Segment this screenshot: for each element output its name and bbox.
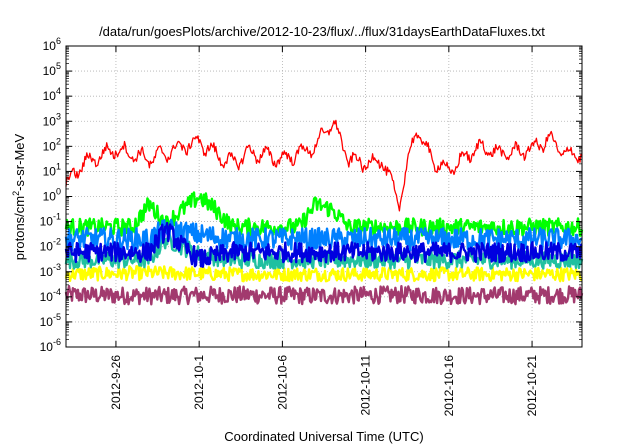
y-ticks: 10-610-510-410-310-210-11001011021031041…	[40, 36, 582, 354]
x-tick-label: 2012-10-21	[525, 355, 539, 417]
y-tick-label-base: 10	[43, 89, 57, 103]
y-tick-label: 10-4	[40, 287, 61, 304]
y-axis-label-base: protons/cm	[12, 196, 27, 260]
y-tick-label: 10-1	[40, 212, 61, 229]
y-tick-label-exp: 2	[56, 136, 61, 146]
y-tick-label: 10-5	[40, 312, 61, 329]
series-group	[64, 119, 584, 306]
y-tick-label-exp: -6	[53, 337, 61, 347]
y-tick-label-exp: -5	[53, 312, 61, 322]
y-tick-label-base: 10	[43, 139, 57, 153]
y-tick-label: 106	[43, 36, 61, 53]
series-line-4	[64, 218, 583, 252]
y-tick-label-exp: 3	[56, 111, 61, 121]
y-tick-label-exp: 1	[56, 161, 61, 171]
y-tick-label-base: 10	[43, 114, 57, 128]
series-line-1	[64, 265, 583, 283]
y-tick-label-exp: 5	[56, 61, 61, 71]
y-tick-label-exp: -3	[53, 262, 61, 272]
y-tick-label-exp: -4	[53, 287, 61, 297]
x-axis-label: Coordinated Universal Time (UTC)	[224, 429, 423, 444]
series-line-0	[64, 285, 584, 306]
y-tick-label-base: 10	[43, 164, 57, 178]
y-tick-label: 104	[43, 86, 61, 103]
y-tick-label-base: 10	[40, 215, 54, 229]
y-tick-label: 102	[43, 136, 61, 153]
y-tick-label: 10-3	[40, 262, 61, 279]
y-tick-label-exp: 0	[56, 187, 61, 197]
y-tick-label: 105	[43, 61, 61, 78]
y-tick-label: 101	[43, 161, 61, 178]
y-tick-label: 103	[43, 111, 61, 128]
y-tick-label-base: 10	[40, 315, 54, 329]
y-tick-label-exp: -1	[53, 212, 61, 222]
series-line-3	[64, 191, 584, 238]
y-tick-label-exp: 4	[56, 86, 61, 96]
x-tick-label: 2012-10-1	[192, 355, 206, 410]
y-tick-label-base: 10	[43, 190, 57, 204]
y-tick-label-base: 10	[40, 290, 54, 304]
y-tick-label-base: 10	[43, 64, 57, 78]
x-tick-label: 2012-10-6	[275, 355, 289, 410]
y-tick-label: 10-2	[40, 237, 61, 254]
y-axis-label: protons/cm2-s-sr-MeV	[11, 133, 27, 260]
x-tick-label: 2012-10-11	[359, 355, 373, 416]
y-tick-label-base: 10	[40, 265, 54, 279]
y-tick-label: 10-6	[40, 337, 61, 354]
x-tick-label: 2012-10-16	[442, 355, 456, 417]
x-ticks: 2012-9-26 2012-10-1 2012-10-6 2012-10-11 201…	[109, 46, 539, 416]
y-tick-label-base: 10	[40, 240, 54, 254]
chart-title: /data/run/goesPlots/archive/2012-10-23/f…	[99, 24, 545, 39]
x-tick-label: 2012-9-26	[109, 355, 123, 410]
y-tick-label: 100	[43, 187, 61, 204]
y-tick-label-exp: 6	[56, 36, 61, 46]
y-axis-label-sup: 2	[11, 191, 21, 196]
series-line-6	[65, 119, 583, 212]
series-line-5	[64, 221, 583, 268]
y-axis-label-rest: -s-sr-MeV	[12, 133, 27, 190]
y-tick-label-base: 10	[40, 340, 54, 354]
y-tick-label-base: 10	[43, 39, 57, 53]
y-tick-label-exp: -2	[53, 237, 61, 247]
